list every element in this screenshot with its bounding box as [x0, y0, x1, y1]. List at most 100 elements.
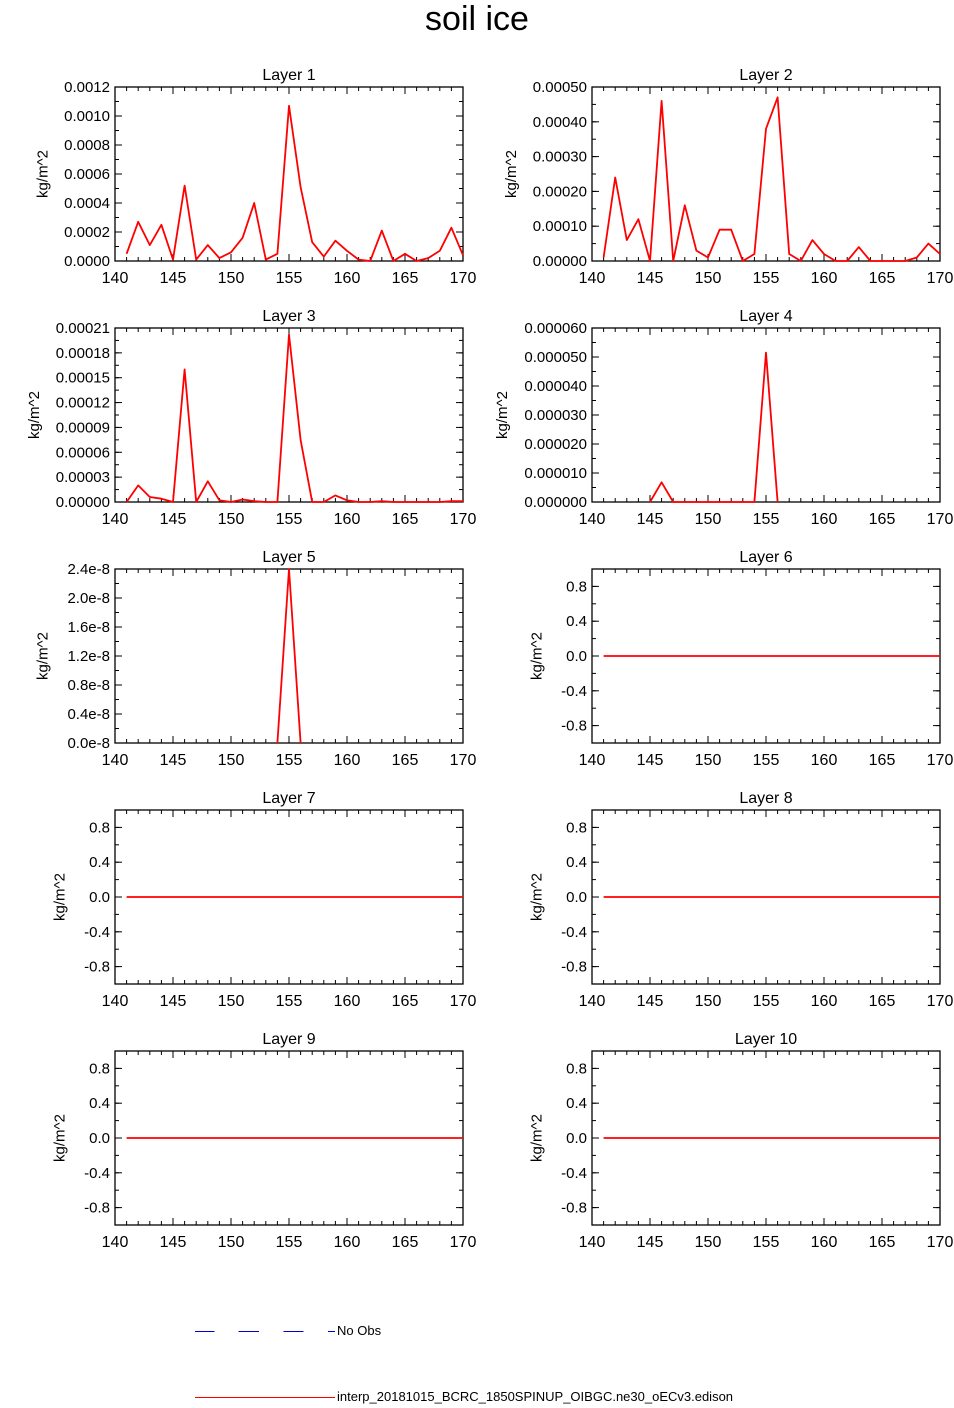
legend-label-obs: No Obs: [337, 1323, 382, 1338]
y-axis-label: kg/m^2: [529, 873, 546, 921]
x-tick-label: 160: [811, 752, 838, 769]
x-tick-label: 170: [927, 752, 954, 769]
panel-layer-9: Layer 9 140 145 150 155 160 165 170 -0.8 -0.4 0.0 0…: [52, 1031, 477, 1251]
y-axis-label: kg/m^2: [494, 391, 511, 439]
y-tick-label: 0.000000: [524, 494, 587, 511]
x-tick-label: 155: [276, 752, 303, 769]
y-tick-label: 0.4: [89, 1095, 110, 1112]
x-tick-label: 155: [276, 1234, 303, 1251]
panel-title: Layer 10: [735, 1031, 797, 1048]
x-tick-label: 170: [450, 993, 477, 1010]
x-tick-label: 170: [927, 993, 954, 1010]
plot-frame: [591, 86, 941, 262]
y-tick-label: 0.000020: [524, 436, 587, 453]
x-tick-label: 170: [927, 511, 954, 528]
x-tick-label: 150: [218, 993, 245, 1010]
y-tick-label: 0.8e-8: [67, 677, 110, 694]
y-tick-label: -0.8: [561, 1200, 587, 1217]
y-axis-label: kg/m^2: [529, 632, 546, 680]
legend-swatch-obs: [195, 1331, 335, 1332]
y-tick-label: 0.8: [566, 1060, 587, 1077]
y-tick-label: 0.00015: [56, 370, 110, 387]
x-tick-label: 155: [276, 993, 303, 1010]
y-tick-label: 0.000060: [524, 320, 587, 337]
y-tick-label: 0.0: [566, 889, 587, 906]
x-tick-label: 155: [753, 1234, 780, 1251]
y-tick-label: 0.00030: [533, 149, 587, 166]
y-tick-label: -0.4: [84, 1165, 110, 1182]
y-axis-label: kg/m^2: [52, 1114, 69, 1162]
x-tick-label: 145: [160, 993, 187, 1010]
x-tick-label: 140: [579, 993, 606, 1010]
y-tick-label: 0.000040: [524, 378, 587, 395]
y-tick-label: 0.0002: [64, 224, 110, 241]
y-axis-label: kg/m^2: [529, 1114, 546, 1162]
y-tick-label: -0.8: [561, 718, 587, 735]
y-tick-label: 0.0: [89, 889, 110, 906]
y-tick-label: 0.00010: [533, 218, 587, 235]
y-tick-label: 0.000050: [524, 349, 587, 366]
x-tick-label: 145: [160, 752, 187, 769]
y-tick-label: 0.00018: [56, 345, 110, 362]
y-tick-label: 0.0010: [64, 108, 110, 125]
panel-title: Layer 5: [262, 549, 315, 566]
x-tick-label: 145: [160, 511, 187, 528]
x-tick-label: 145: [637, 270, 664, 287]
y-tick-label: 0.00020: [533, 183, 587, 200]
x-tick-label: 165: [869, 1234, 896, 1251]
plot-frame: [114, 327, 464, 503]
x-tick-label: 155: [276, 511, 303, 528]
panel-title: Layer 1: [262, 67, 315, 84]
x-tick-label: 160: [811, 511, 838, 528]
x-tick-label: 150: [218, 270, 245, 287]
x-tick-label: 140: [102, 752, 129, 769]
y-tick-label: 0.0: [566, 648, 587, 665]
panel-layer-4: Layer 4 140 145 150 155 160 165 170 0.000000 0.00…: [494, 308, 953, 528]
y-tick-label: -0.4: [561, 1165, 587, 1182]
y-tick-label: 0.00000: [533, 253, 587, 270]
x-tick-label: 150: [218, 1234, 245, 1251]
y-axis-label: kg/m^2: [34, 632, 51, 680]
x-tick-label: 140: [579, 752, 606, 769]
x-tick-label: 165: [392, 270, 419, 287]
x-tick-label: 155: [276, 270, 303, 287]
x-tick-label: 150: [695, 511, 722, 528]
x-tick-label: 140: [579, 1234, 606, 1251]
x-tick-label: 145: [637, 752, 664, 769]
y-tick-label: 0.0004: [64, 195, 110, 212]
y-tick-label: 0.00006: [56, 444, 110, 461]
panel-title: Layer 9: [262, 1031, 315, 1048]
x-tick-label: 165: [869, 511, 896, 528]
x-tick-label: 150: [695, 270, 722, 287]
panel-layer-6: Layer 6 140 145 150 155 160 165 170 -0.8 -0.4 0.0 0…: [529, 549, 954, 769]
series-line-1: [649, 351, 779, 503]
x-tick-label: 155: [753, 270, 780, 287]
x-tick-label: 170: [450, 270, 477, 287]
plot-frame: [114, 568, 464, 744]
x-tick-label: 140: [579, 270, 606, 287]
x-tick-label: 160: [334, 752, 361, 769]
series-line-1: [125, 104, 464, 262]
y-tick-label: 0.000010: [524, 465, 587, 482]
x-tick-label: 170: [450, 1234, 477, 1251]
x-tick-label: 170: [927, 1234, 954, 1251]
x-tick-label: 145: [637, 993, 664, 1010]
panel-layer-1: Layer 1 140 145 150 155 160 165 170 0.0000 0.0002…: [34, 67, 476, 287]
y-tick-label: 2.4e-8: [67, 561, 110, 578]
x-tick-label: 165: [392, 752, 419, 769]
y-tick-label: -0.8: [561, 959, 587, 976]
x-tick-label: 170: [450, 511, 477, 528]
x-tick-label: 140: [102, 993, 129, 1010]
y-tick-label: 0.0000: [64, 253, 110, 270]
x-tick-label: 160: [334, 270, 361, 287]
charts-canvas: Layer 1 140 145 150 155 160 165 170 0.0000 0.0002…: [26, 67, 954, 1251]
x-tick-label: 165: [392, 993, 419, 1010]
y-tick-label: 0.4: [566, 613, 587, 630]
panel-title: Layer 7: [262, 790, 315, 807]
x-tick-label: 160: [811, 1234, 838, 1251]
y-tick-label: 0.00003: [56, 469, 110, 486]
y-tick-label: 0.4: [566, 854, 587, 871]
y-tick-label: 0.00021: [56, 320, 110, 337]
y-axis-label: kg/m^2: [34, 150, 51, 198]
y-tick-label: 0.00050: [533, 79, 587, 96]
